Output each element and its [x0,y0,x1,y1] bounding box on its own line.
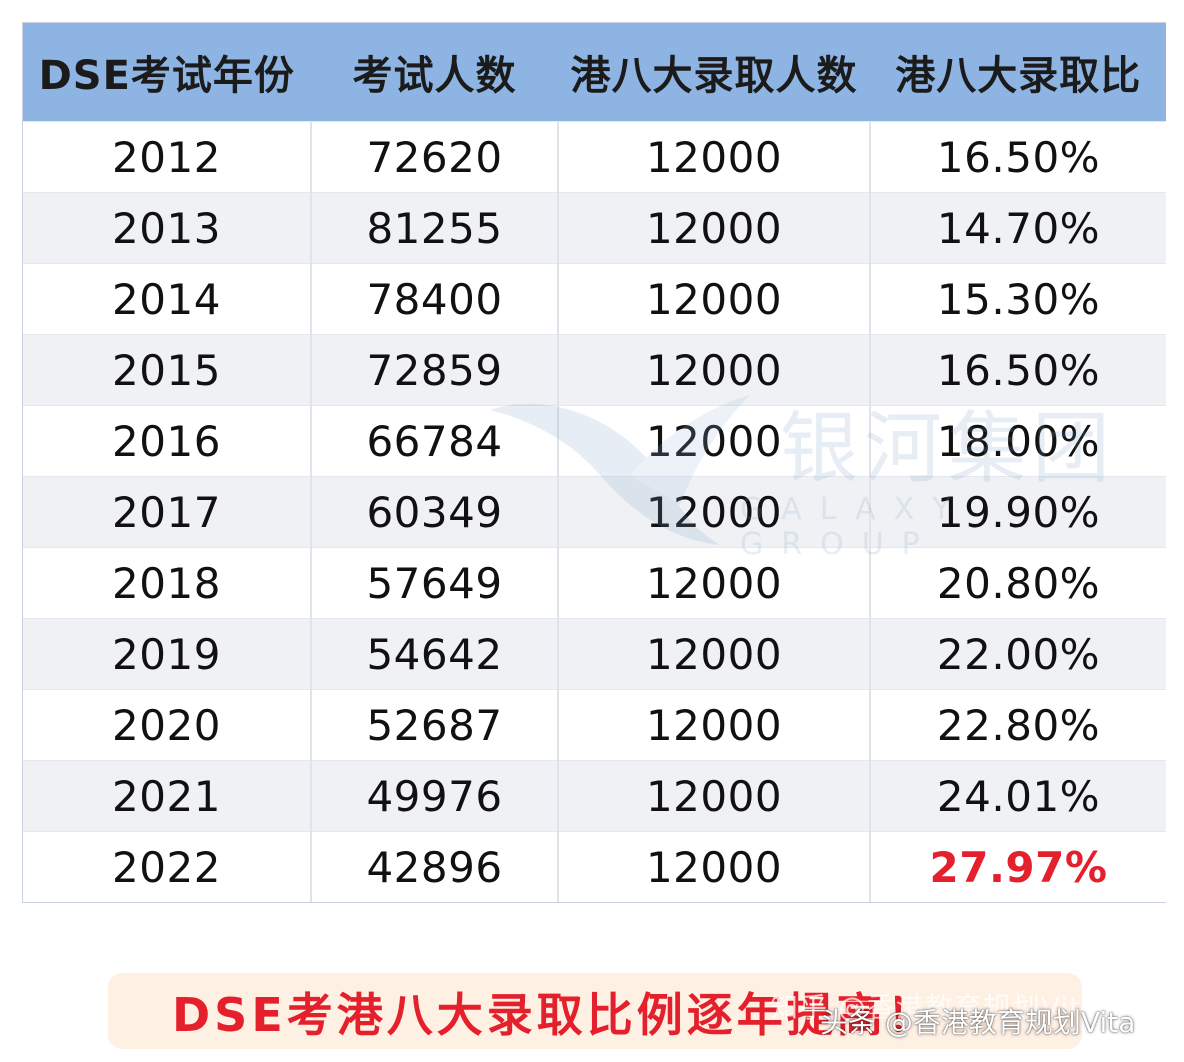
cell-ratio: 20.80% [870,547,1166,619]
cell-admitted: 12000 [558,263,871,335]
table-row: 2020 52687 12000 22.80% [23,689,1166,761]
table-row: 2017 60349 12000 19.90% [23,476,1166,548]
table-header: DSE考试年份 考试人数 港八大录取人数 港八大录取比 [23,23,1166,122]
table-row: 2016 66784 12000 18.00% [23,405,1166,477]
cell-candidates: 57649 [311,547,559,619]
cell-candidates: 66784 [311,405,559,477]
cell-year: 2018 [23,547,312,619]
table-row: 2018 57649 12000 20.80% [23,547,1166,619]
cell-year: 2016 [23,405,312,477]
cell-year: 2015 [23,334,312,406]
cell-candidates: 49976 [311,760,559,832]
cell-ratio: 16.50% [870,121,1166,193]
cell-ratio: 18.00% [870,405,1166,477]
cell-admitted: 12000 [558,476,871,548]
cell-year: 2021 [23,760,312,832]
cell-ratio: 24.01% [870,760,1166,832]
cell-candidates: 72859 [311,334,559,406]
cell-admitted: 12000 [558,547,871,619]
table-row: 2022 42896 12000 27.97% [23,831,1166,902]
table-row: 2015 72859 12000 16.50% [23,334,1166,406]
cell-year: 2012 [23,121,312,193]
header-candidates: 考试人数 [311,23,559,122]
cell-year: 2020 [23,689,312,761]
cell-admitted: 12000 [558,618,871,690]
cell-year: 2014 [23,263,312,335]
cell-year: 2022 [23,831,312,902]
summary-banner: DSE考港八大录取比例逐年提高！ [108,973,1082,1049]
cell-ratio: 19.90% [870,476,1166,548]
cell-ratio: 15.30% [870,263,1166,335]
admission-table: DSE考试年份 考试人数 港八大录取人数 港八大录取比 2012 72620 1… [23,23,1166,902]
cell-ratio: 16.50% [870,334,1166,406]
table-row: 2012 72620 12000 16.50% [23,121,1166,193]
header-row: DSE考试年份 考试人数 港八大录取人数 港八大录取比 [23,23,1166,122]
table-row: 2013 81255 12000 14.70% [23,192,1166,264]
cell-ratio: 22.80% [870,689,1166,761]
cell-candidates: 54642 [311,618,559,690]
cell-candidates: 42896 [311,831,559,902]
table-row: 2021 49976 12000 24.01% [23,760,1166,832]
table-row: 2014 78400 12000 15.30% [23,263,1166,335]
cell-year: 2013 [23,192,312,264]
toutiao-watermark: 头条 @香港教育规划Vita [820,1006,1136,1039]
cell-ratio: 22.00% [870,618,1166,690]
cell-admitted: 12000 [558,405,871,477]
cell-admitted: 12000 [558,334,871,406]
header-admitted: 港八大录取人数 [558,23,871,122]
admission-table-container: DSE考试年份 考试人数 港八大录取人数 港八大录取比 2012 72620 1… [22,22,1166,903]
zhihu-watermark: 知乎 @香港教育规划Vita [770,991,1100,1024]
cell-admitted: 12000 [558,121,871,193]
header-year: DSE考试年份 [23,23,312,122]
cell-ratio: 14.70% [870,192,1166,264]
cell-admitted: 12000 [558,689,871,761]
cell-candidates: 81255 [311,192,559,264]
cell-admitted: 12000 [558,192,871,264]
header-ratio: 港八大录取比 [870,23,1166,122]
table-body: 2012 72620 12000 16.50% 2013 81255 12000… [23,121,1166,902]
table-row: 2019 54642 12000 22.00% [23,618,1166,690]
cell-year: 2017 [23,476,312,548]
cell-candidates: 52687 [311,689,559,761]
cell-ratio-highlight: 27.97% [870,831,1166,902]
cell-candidates: 72620 [311,121,559,193]
cell-admitted: 12000 [558,831,871,902]
cell-candidates: 78400 [311,263,559,335]
cell-admitted: 12000 [558,760,871,832]
cell-year: 2019 [23,618,312,690]
cell-candidates: 60349 [311,476,559,548]
banner-text: DSE考港八大录取比例逐年提高！ [172,988,937,1042]
